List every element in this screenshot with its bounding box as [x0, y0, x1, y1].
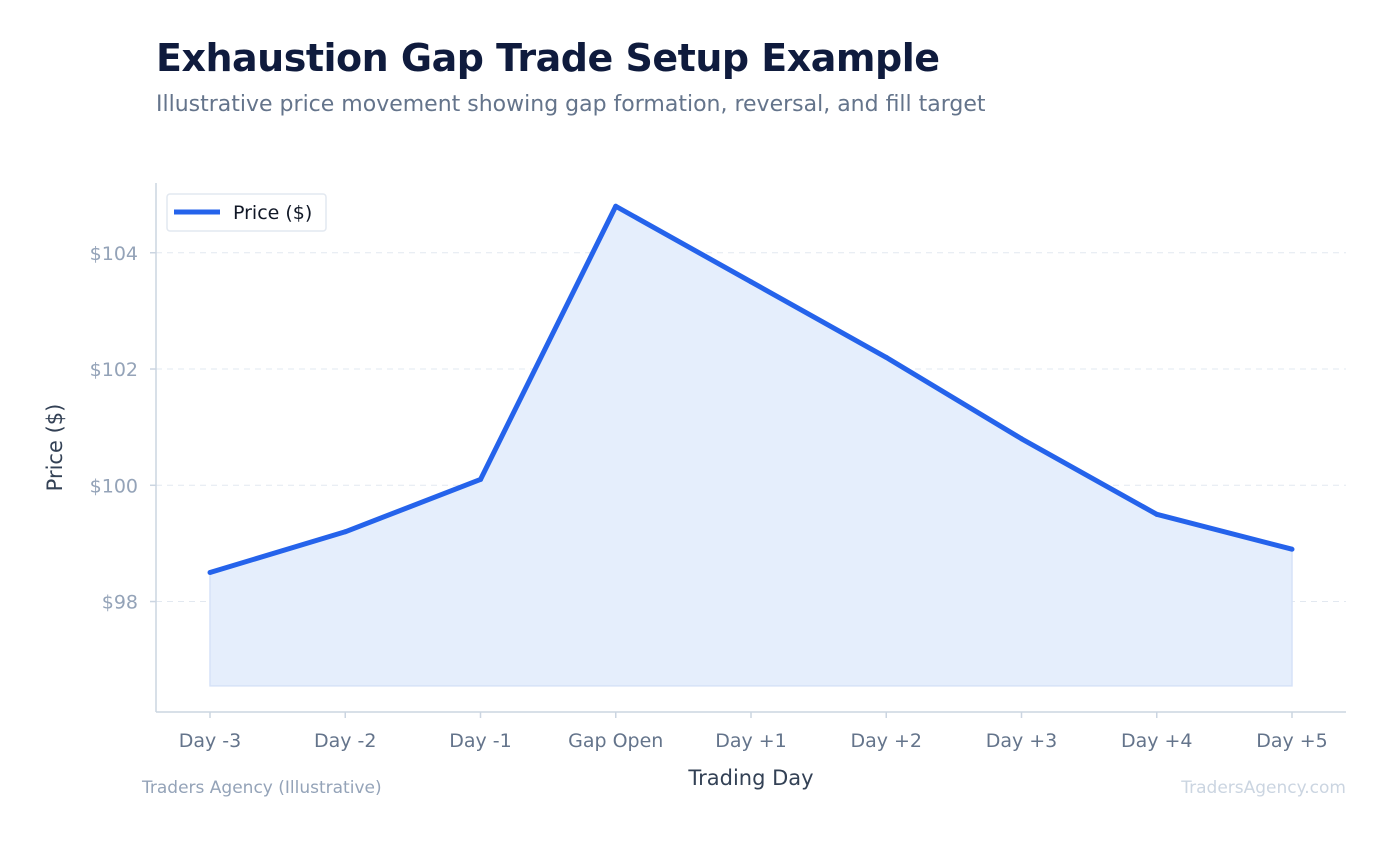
source-note: Traders Agency (Illustrative) — [142, 778, 382, 798]
y-tick-label: $100 — [90, 475, 138, 497]
x-tick-label: Day +3 — [986, 730, 1058, 752]
data-point-1[interactable] — [342, 529, 348, 535]
x-tick-label: Day +1 — [715, 730, 787, 752]
x-tick-label: Gap Open — [568, 730, 663, 752]
x-axis-label: Trading Day — [687, 766, 813, 790]
data-point-0[interactable] — [207, 569, 213, 575]
data-point-6[interactable] — [1019, 436, 1024, 442]
legend[interactable]: Price ($) — [166, 193, 327, 232]
price-area-fill — [209, 205, 1293, 687]
data-points — [207, 203, 1295, 575]
x-tick-label: Day +2 — [850, 730, 922, 752]
chart-subtitle: Illustrative price movement showing gap … — [156, 92, 986, 117]
y-axis-label: Price ($) — [43, 404, 67, 492]
data-point-7[interactable] — [1154, 511, 1160, 517]
x-tick-label: Day -3 — [179, 730, 242, 752]
data-point-4[interactable] — [748, 279, 754, 285]
x-tick-label: Day -1 — [449, 730, 512, 752]
data-point-8[interactable] — [1289, 546, 1295, 552]
y-tick-label: $104 — [90, 243, 138, 265]
chart-title: Exhaustion Gap Trade Setup Example — [156, 36, 940, 80]
data-point-5[interactable] — [883, 354, 889, 360]
watermark[interactable]: TradersAgency.com — [1181, 778, 1346, 798]
y-ticks: $98 $100 $102 $104 — [90, 243, 156, 614]
x-tick-label: Day +4 — [1121, 730, 1193, 752]
data-point-2[interactable] — [478, 476, 483, 482]
data-point-3[interactable] — [613, 203, 619, 209]
x-tick-label: Day -2 — [314, 730, 377, 752]
y-tick-label: $98 — [102, 592, 138, 614]
x-ticks: Day -3 Day -2 Day -1 Gap Open Day +1 Day +2 Da… — [179, 712, 1328, 752]
legend-box — [166, 193, 327, 232]
y-tick-label: $102 — [90, 359, 138, 381]
legend-label-price: Price ($) — [233, 202, 312, 224]
x-tick-label: Day +5 — [1256, 730, 1328, 752]
